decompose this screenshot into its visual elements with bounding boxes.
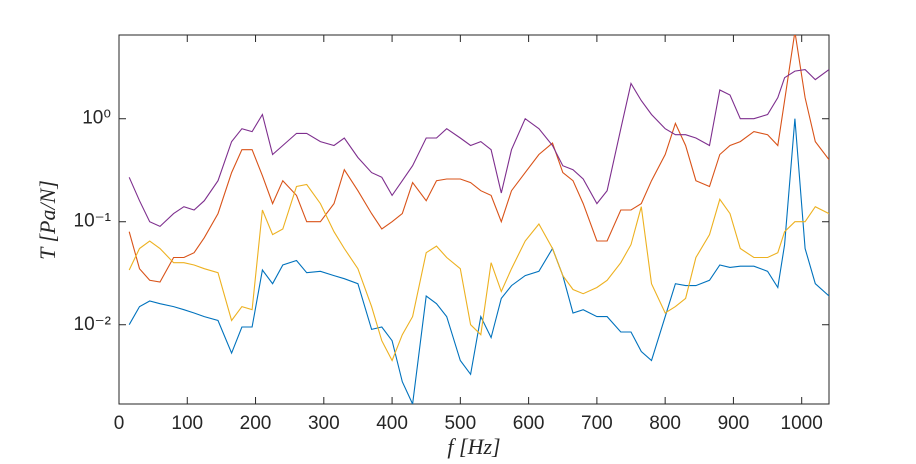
plot-area — [128, 35, 829, 404]
data-line — [128, 118, 829, 404]
x-tick-label: 0 — [114, 413, 125, 434]
x-tick-label: 500 — [444, 413, 476, 434]
y-tick-label: 10⁻² — [74, 314, 112, 335]
x-tick-label: 800 — [649, 413, 681, 434]
x-tick-label: 400 — [376, 413, 408, 434]
x-tick-label: 700 — [581, 413, 613, 434]
data-line — [128, 69, 829, 228]
y-tick-label: 10⁻¹ — [74, 211, 112, 232]
x-tick-label: 900 — [718, 413, 750, 434]
x-tick-label: 100 — [171, 413, 203, 434]
x-tick-label: 200 — [240, 413, 272, 434]
x-tick-label: 1000 — [781, 413, 823, 434]
plot-frame — [118, 34, 830, 405]
x-tick-label: 300 — [308, 413, 340, 434]
y-tick-label: 10⁰ — [82, 108, 111, 129]
x-tick-label: 600 — [513, 413, 545, 434]
x-axis-label: f [Hz] — [447, 434, 500, 459]
data-line — [128, 35, 829, 283]
y-axis-label: T [Pa/N] — [35, 180, 60, 260]
data-line — [128, 183, 829, 362]
